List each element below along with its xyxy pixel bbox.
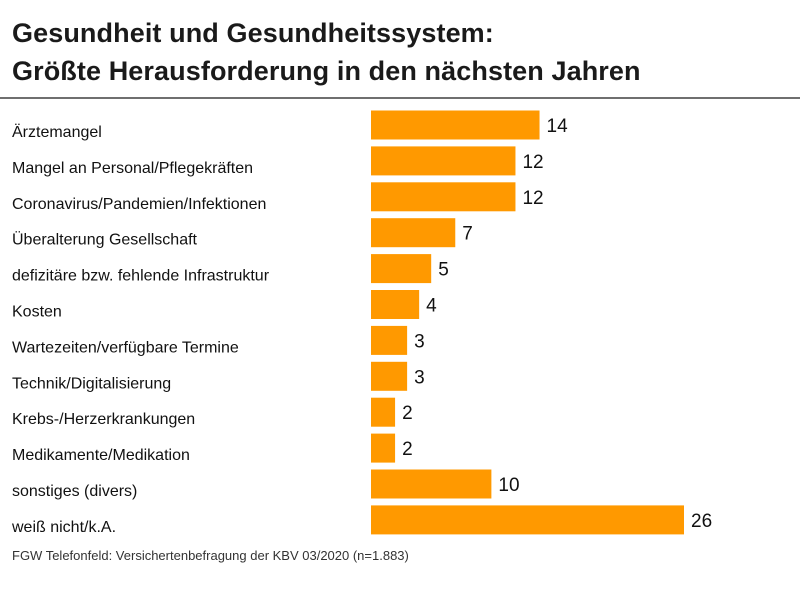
bar <box>371 325 408 355</box>
bar-chart: Ärztemangel 14 Mangel an Personal/Pflegekr… <box>11 110 712 536</box>
value-label: 5 <box>438 260 449 281</box>
value-label: 12 <box>522 188 543 209</box>
category-label: Krebs-/Herzerkrankungen <box>12 411 195 428</box>
value-label: 26 <box>691 511 712 532</box>
category-label: Mangel an Personal/Pflegekräften <box>12 160 253 177</box>
bar <box>371 397 396 427</box>
category-label: Technik/Digitalisierung <box>12 375 171 392</box>
title-divider <box>0 97 800 99</box>
chart-subtitle: Größte Herausforderung in den nächsten J… <box>12 56 641 86</box>
source-note: FGW Telefonfeld: Versichertenbefragung d… <box>12 548 409 563</box>
bar <box>371 290 420 319</box>
value-label: 3 <box>414 331 425 352</box>
bar <box>371 361 408 391</box>
value-label: 10 <box>498 475 519 496</box>
value-label: 4 <box>426 296 437 317</box>
bar <box>371 505 684 535</box>
category-label: Wartezeiten/verfügbare Termine <box>12 339 239 356</box>
bar <box>371 469 492 499</box>
value-label: 2 <box>402 439 413 460</box>
category-label: sonstiges (divers) <box>12 483 137 500</box>
bar <box>371 433 396 463</box>
value-label: 2 <box>402 403 413 424</box>
category-label: Coronavirus/Pandemien/Infektionen <box>12 196 266 213</box>
chart-title-block: Gesundheit und Gesundheitssystem: Größte… <box>12 14 641 90</box>
value-label: 3 <box>414 367 425 388</box>
bar <box>371 110 540 140</box>
category-label: Medikamente/Medikation <box>12 447 190 464</box>
bar <box>371 146 516 176</box>
category-label: Überalterung Gesellschaft <box>12 231 198 249</box>
value-label: 12 <box>522 152 543 173</box>
bar <box>371 218 456 248</box>
category-label: defizitäre bzw. fehlende Infrastruktur <box>12 268 270 285</box>
value-label: 14 <box>547 116 569 137</box>
bar <box>371 254 432 284</box>
category-label: Kosten <box>12 304 62 321</box>
bar <box>371 182 516 212</box>
category-label: Ärztemangel <box>12 123 102 141</box>
value-label: 7 <box>462 224 473 245</box>
chart-title: Gesundheit und Gesundheitssystem: <box>12 18 494 48</box>
category-label: weiß nicht/k.A. <box>11 519 116 536</box>
